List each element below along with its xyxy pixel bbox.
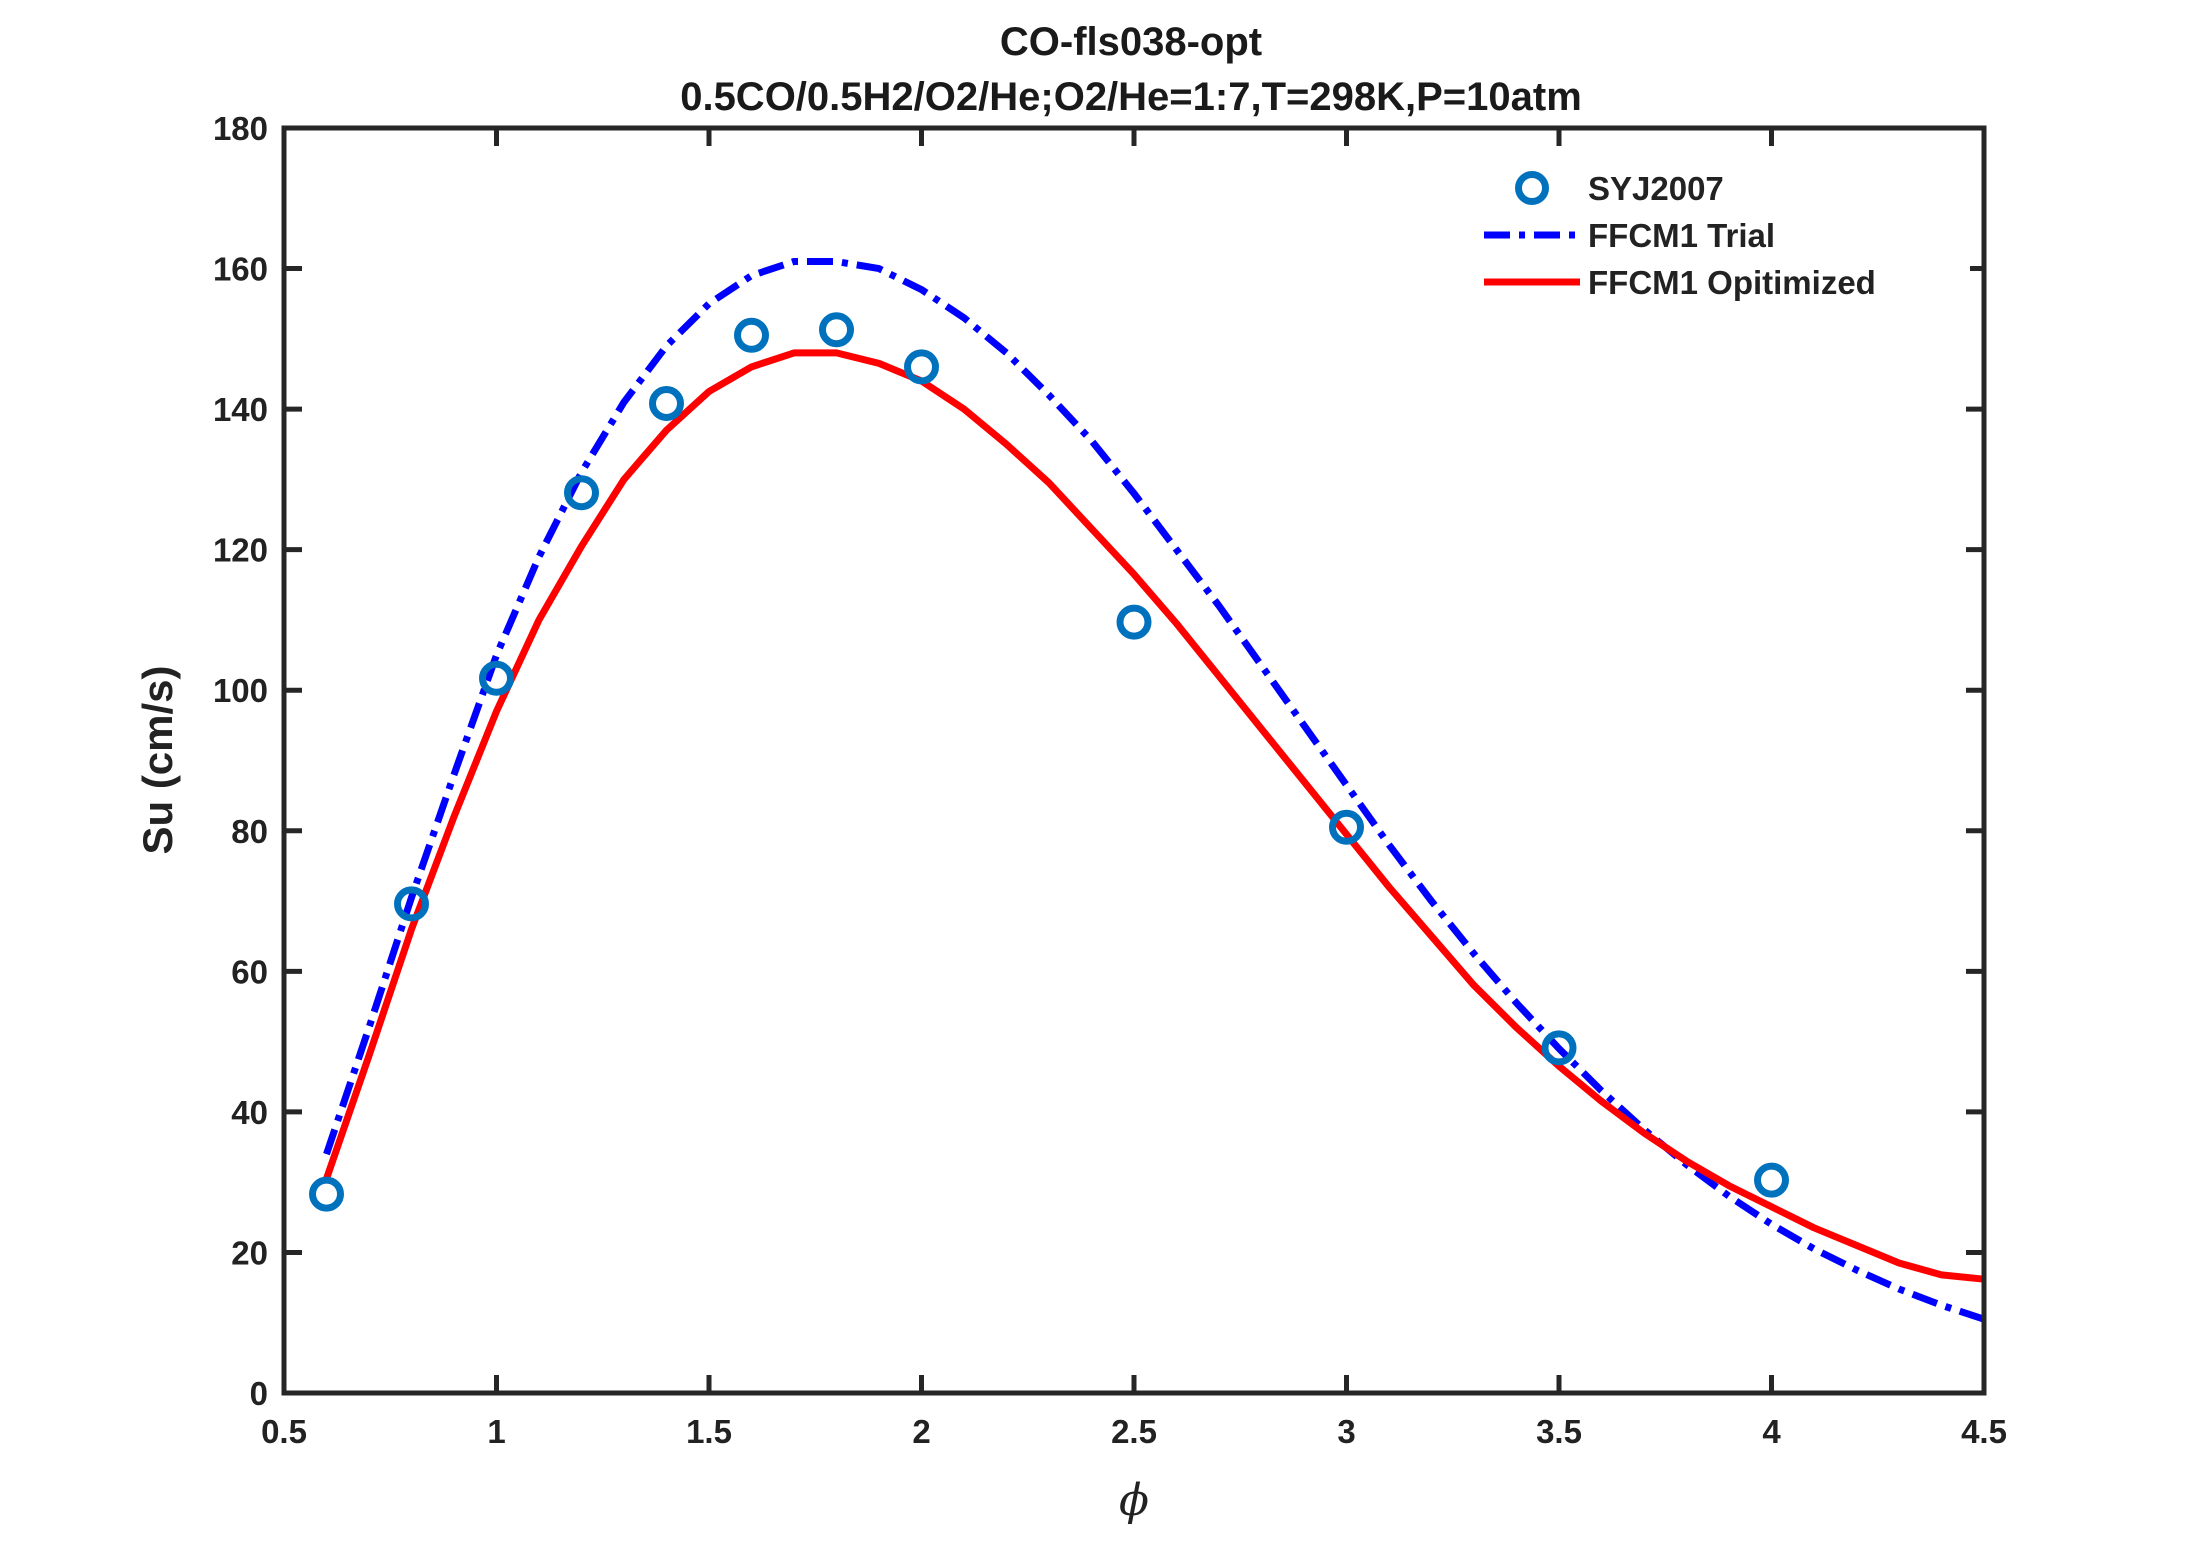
- data-point-syj2007: [1329, 809, 1364, 845]
- data-point-syj2007: [564, 475, 599, 511]
- x-tick-label: 3.5: [1536, 1413, 1582, 1450]
- y-tick-label: 0: [250, 1375, 268, 1412]
- x-tick-label: 2: [912, 1413, 930, 1450]
- y-tick-label: 120: [213, 532, 268, 569]
- y-tick-label: 80: [231, 813, 268, 850]
- data-point-syj2007: [649, 386, 684, 421]
- data-point-syj2007: [479, 660, 514, 696]
- data-point-syj2007: [1116, 604, 1152, 640]
- x-tick-label: 2.5: [1111, 1413, 1157, 1450]
- y-tick-label: 40: [231, 1094, 268, 1131]
- x-tick-label: 1.5: [686, 1413, 732, 1450]
- x-tick-label: 0.5: [261, 1413, 307, 1450]
- axes-box: [281, 125, 1987, 1396]
- data-point-syj2007: [394, 886, 429, 922]
- x-tick-label: 4.5: [1961, 1413, 2007, 1450]
- y-tick-label: 20: [231, 1234, 268, 1271]
- data-point-syj2007: [309, 1176, 344, 1212]
- data-point-syj2007: [1754, 1162, 1789, 1198]
- x-axis-label: ϕ: [1119, 1475, 1149, 1526]
- series-layer: [309, 258, 1986, 1323]
- chart-subtitle: 0.5CO/0.5H2/O2/He;O2/He=1:7,T=298K,P=10a…: [680, 75, 1582, 119]
- legend-label-ffcm1-optimized: FFCM1 Opitimized: [1588, 264, 1876, 301]
- data-point-syj2007: [904, 349, 939, 385]
- plot-area: [284, 128, 1984, 1393]
- y-tick-label: 180: [213, 110, 268, 147]
- chart-title: CO-fls038-opt: [1000, 20, 1262, 64]
- legend: SYJ2007 FFCM1 Trial FFCM1 Opitimized: [1470, 160, 1970, 310]
- y-tick-label: 100: [213, 672, 268, 709]
- y-tick-label: 60: [231, 953, 268, 990]
- series-line-ffcm1-opitimized: [323, 349, 1985, 1283]
- y-axis-label: Su (cm/s): [134, 665, 181, 854]
- x-tick-label: 3: [1337, 1413, 1355, 1450]
- legend-marker-syj2007: [1515, 171, 1549, 205]
- legend-label-ffcm1-trial: FFCM1 Trial: [1588, 217, 1775, 254]
- data-point-syj2007: [734, 317, 769, 353]
- y-tick-label: 160: [213, 251, 268, 288]
- data-point-syj2007: [819, 312, 854, 348]
- data-point-syj2007: [1541, 1030, 1577, 1066]
- x-tick-label: 1: [487, 1413, 505, 1450]
- y-tick-label: 140: [213, 391, 268, 428]
- series-line-ffcm1-trial: [323, 258, 1986, 1323]
- legend-label-syj2007: SYJ2007: [1588, 170, 1724, 207]
- x-tick-label: 4: [1762, 1413, 1781, 1450]
